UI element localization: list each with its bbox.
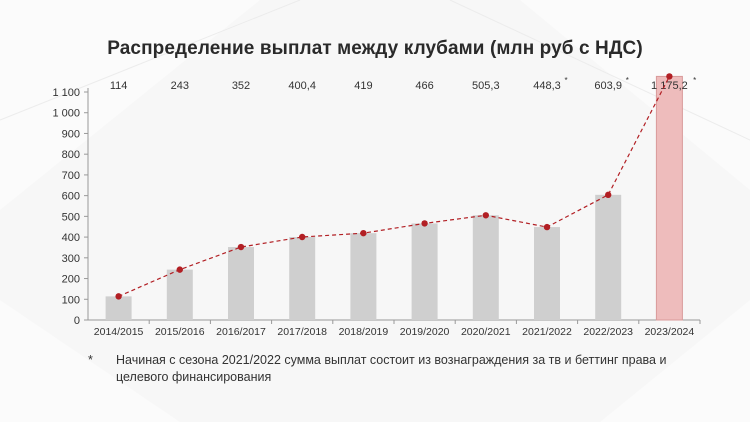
y-tick-label: 700 bbox=[62, 170, 80, 182]
data-label: 505,3 bbox=[472, 80, 500, 92]
data-point bbox=[299, 233, 306, 241]
footnote: * Начиная с сезона 2021/2022 сумма выпла… bbox=[88, 352, 708, 386]
footnote-text: Начиная с сезона 2021/2022 сумма выплат … bbox=[116, 353, 667, 384]
data-point bbox=[237, 243, 245, 251]
x-tick-label: 2017/2018 bbox=[277, 326, 327, 338]
y-tick-label: 1 100 bbox=[52, 87, 80, 99]
y-tick-label: 900 bbox=[62, 128, 80, 140]
x-tick-label: 2014/2015 bbox=[94, 326, 144, 338]
series-line bbox=[118, 76, 670, 297]
bar bbox=[105, 296, 132, 320]
y-tick-label: 600 bbox=[62, 191, 80, 203]
data-label: 419 bbox=[354, 80, 372, 92]
x-tick-label: 2021/2022 bbox=[522, 326, 572, 338]
y-tick-label: 1 000 bbox=[52, 108, 80, 120]
data-label: 400,4 bbox=[288, 80, 316, 92]
footnote-marker: * bbox=[88, 353, 93, 367]
data-point bbox=[176, 266, 183, 273]
data-label: 243 bbox=[171, 80, 189, 92]
x-tick-label: 2023/2024 bbox=[645, 326, 695, 338]
y-tick-label: 100 bbox=[62, 294, 80, 306]
y-tick-label: 500 bbox=[62, 211, 80, 223]
data-label: 603,9 bbox=[594, 80, 622, 92]
data-point bbox=[666, 73, 673, 80]
data-point bbox=[482, 212, 489, 219]
bar bbox=[166, 269, 193, 320]
x-tick-label: 2019/2020 bbox=[400, 326, 450, 338]
data-label: 114 bbox=[110, 80, 128, 92]
data-label: 352 bbox=[232, 80, 250, 92]
chart-title: Распределение выплат между клубами (млн … bbox=[107, 38, 643, 59]
y-tick-label: 400 bbox=[62, 232, 80, 244]
bar bbox=[411, 223, 438, 320]
data-point bbox=[543, 223, 551, 231]
y-tick-label: 0 bbox=[74, 315, 80, 327]
y-tick-label: 800 bbox=[62, 149, 80, 161]
data-label-asterisk: * bbox=[626, 76, 629, 85]
data-label: 1 175,2 bbox=[651, 80, 688, 92]
x-tick-label: 2020/2021 bbox=[461, 326, 511, 338]
data-point bbox=[605, 191, 612, 199]
bar bbox=[534, 227, 560, 320]
data-label-asterisk: * bbox=[693, 76, 696, 85]
data-label: 466 bbox=[415, 80, 433, 92]
data-point bbox=[115, 293, 122, 300]
bar bbox=[228, 247, 254, 320]
bar bbox=[595, 194, 622, 320]
bar bbox=[472, 215, 499, 320]
y-tick-label: 300 bbox=[62, 253, 80, 265]
data-label: 448,3 bbox=[533, 80, 561, 92]
bar bbox=[350, 233, 377, 320]
x-tick-label: 2018/2019 bbox=[339, 326, 389, 338]
bar bbox=[655, 75, 683, 321]
data-point bbox=[421, 220, 428, 227]
bar bbox=[289, 237, 316, 320]
data-label-asterisk: * bbox=[565, 76, 568, 85]
y-tick-label: 200 bbox=[62, 274, 80, 286]
x-tick-label: 2022/2023 bbox=[583, 326, 633, 338]
x-tick-label: 2015/2016 bbox=[155, 326, 205, 338]
data-point bbox=[360, 229, 367, 237]
x-tick-label: 2016/2017 bbox=[216, 326, 266, 338]
